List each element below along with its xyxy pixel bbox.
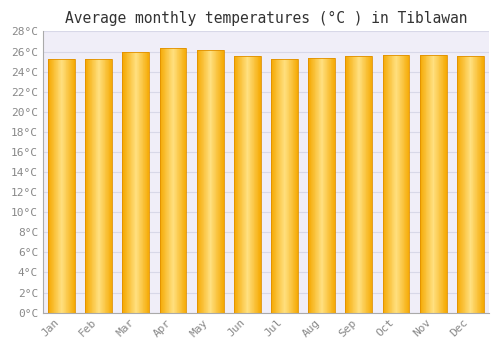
Bar (308, 57, 335, 313)
Bar (86, 58, 112, 313)
Bar (420, 55, 446, 313)
Bar (48, 58, 75, 313)
Bar (122, 51, 149, 313)
Bar (271, 58, 298, 313)
Bar (346, 56, 372, 313)
Bar (457, 56, 483, 313)
Bar (382, 55, 409, 313)
Bar (197, 50, 224, 313)
Bar (160, 48, 186, 313)
Title: Average monthly temperatures (°C ) in Tiblawan: Average monthly temperatures (°C ) in Ti… (64, 11, 467, 26)
Bar (234, 56, 260, 313)
